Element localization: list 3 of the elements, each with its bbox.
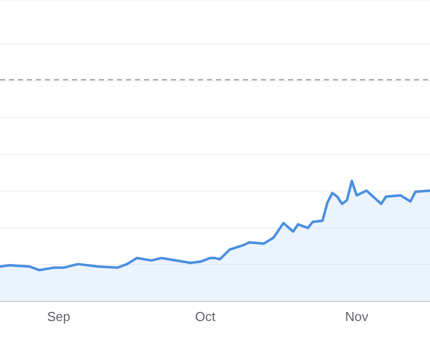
x-tick-label: Sep [47, 308, 70, 324]
x-tick-label: Nov [345, 308, 369, 324]
x-tick-label: Oct [195, 308, 216, 324]
